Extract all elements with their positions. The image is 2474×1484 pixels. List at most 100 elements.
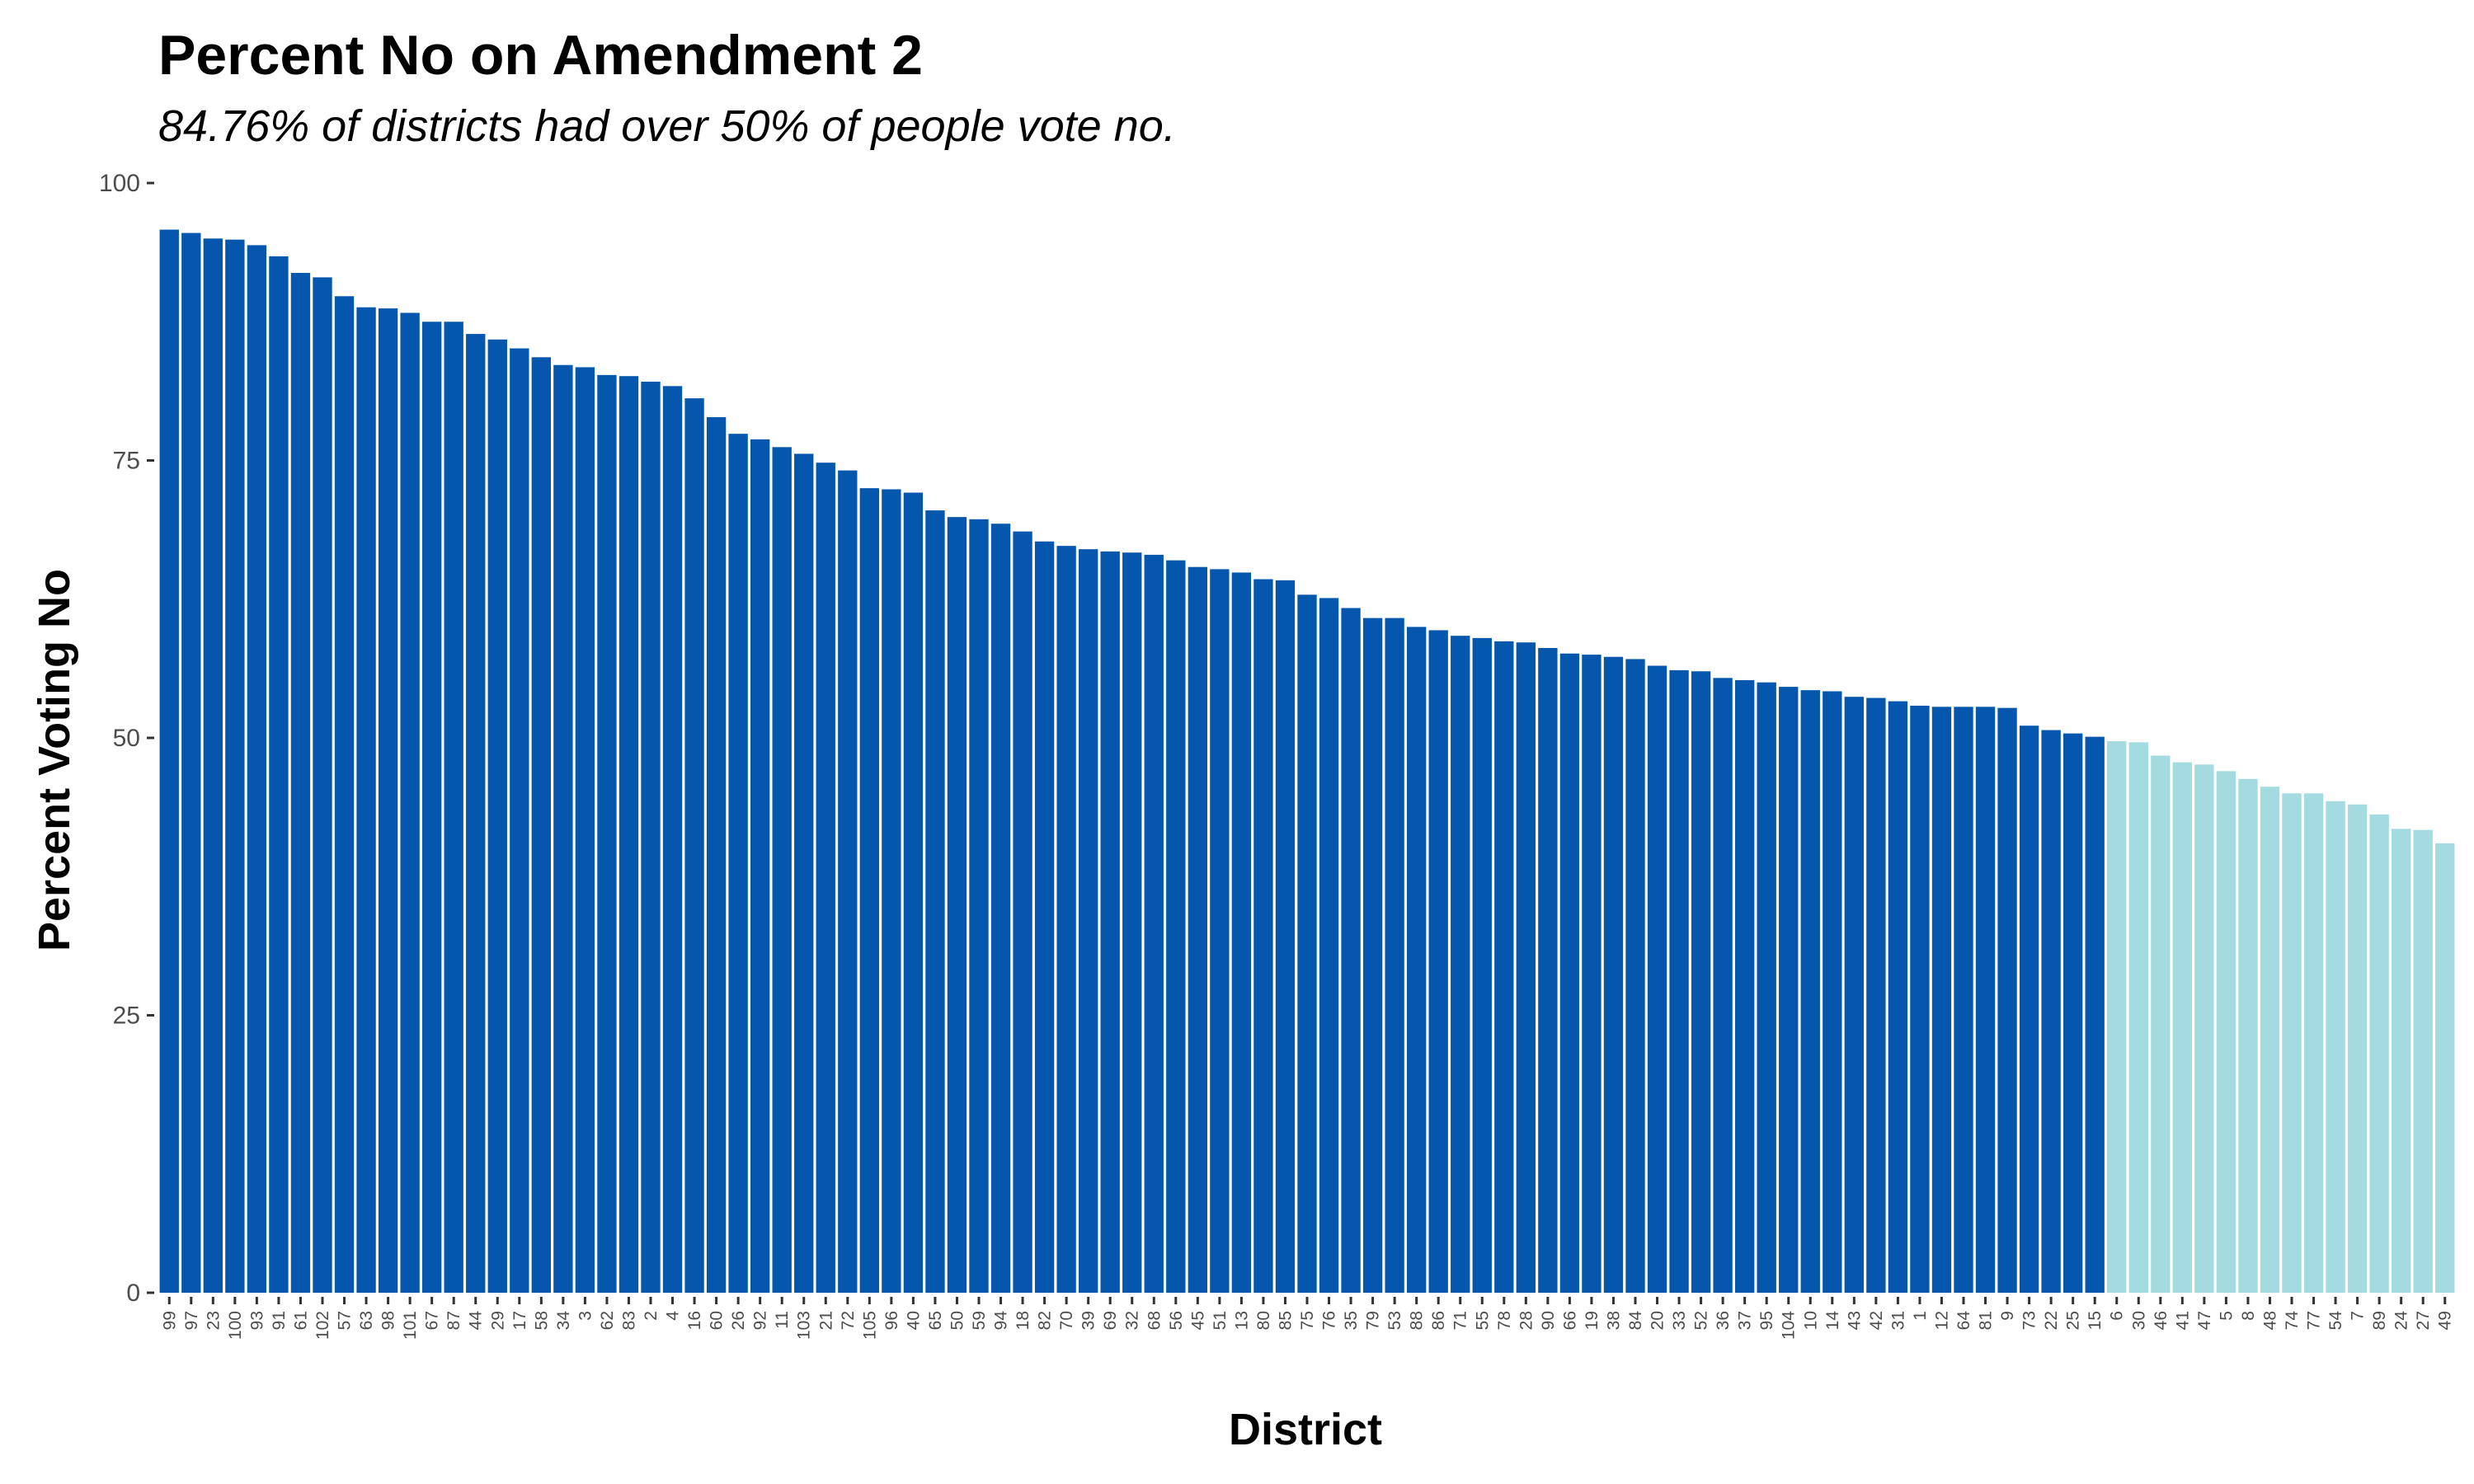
x-tick-label: 2	[642, 1311, 661, 1321]
bar-district-6	[2107, 741, 2127, 1293]
x-tick-label: 88	[1408, 1311, 1427, 1330]
x-tick-label: 43	[1845, 1311, 1864, 1330]
x-tick-label: 7	[2349, 1311, 2368, 1321]
bar-district-76	[1319, 598, 1339, 1293]
bar-district-7	[2347, 804, 2368, 1293]
bar-district-22	[2041, 730, 2061, 1293]
x-tick-label: 39	[1079, 1311, 1098, 1330]
x-tick-label: 65	[926, 1311, 945, 1330]
x-tick-label: 5	[2217, 1311, 2236, 1321]
bar-district-88	[1406, 627, 1427, 1293]
bar-district-47	[2194, 764, 2214, 1293]
bar-district-93	[247, 245, 267, 1294]
x-tick-label: 12	[1932, 1311, 1951, 1330]
bar-district-45	[1188, 566, 1208, 1293]
bar-district-66	[1559, 653, 1580, 1293]
bar-district-43	[1844, 697, 1865, 1293]
x-tick-label: 69	[1101, 1311, 1120, 1330]
bar-district-44	[466, 334, 486, 1293]
x-tick-label: 13	[1232, 1311, 1251, 1330]
bar-district-61	[290, 273, 311, 1293]
x-tick-label: 76	[1320, 1311, 1339, 1330]
x-tick-label: 3	[576, 1311, 595, 1321]
x-axis-title: District	[1229, 1405, 1382, 1454]
x-tick-label: 92	[751, 1311, 770, 1330]
x-tick-label: 58	[532, 1311, 551, 1330]
x-tick-label: 27	[2414, 1311, 2433, 1330]
x-tick-label: 23	[204, 1311, 223, 1330]
bar-district-27	[2413, 829, 2433, 1293]
bar-district-19	[1582, 655, 1602, 1293]
bar-district-52	[1691, 671, 1711, 1293]
bar-district-36	[1713, 678, 1733, 1293]
x-tick-label: 24	[2392, 1311, 2411, 1331]
x-tick-label: 36	[1714, 1311, 1733, 1330]
bar-district-102	[313, 277, 332, 1293]
x-tick-label: 62	[598, 1311, 617, 1330]
bar-district-85	[1275, 580, 1296, 1293]
bar-district-71	[1451, 636, 1470, 1293]
bar-district-68	[1144, 554, 1164, 1293]
x-tick-label: 81	[1977, 1311, 1996, 1330]
x-tick-label: 103	[795, 1311, 814, 1340]
x-tick-label: 95	[1757, 1311, 1776, 1330]
x-tick-label: 30	[2129, 1311, 2148, 1330]
y-axis: 0 25 50 75 100	[99, 170, 154, 1307]
x-tick-label: 57	[336, 1311, 355, 1330]
bar-district-99	[159, 229, 179, 1294]
x-tick-label: 66	[1560, 1311, 1579, 1330]
x-tick-label: 31	[1888, 1311, 1907, 1330]
bar-district-1	[1910, 705, 1930, 1293]
bar-district-30	[2128, 742, 2148, 1293]
x-tick-label: 94	[992, 1311, 1011, 1331]
bar-district-3	[575, 367, 595, 1293]
x-tick-label: 64	[1954, 1311, 1973, 1331]
bar-district-62	[597, 374, 617, 1293]
bar-district-69	[1100, 551, 1120, 1293]
bar-district-35	[1341, 608, 1361, 1293]
x-tick-label: 104	[1780, 1311, 1799, 1340]
bar-district-58	[531, 357, 552, 1293]
x-tick-label: 28	[1517, 1311, 1536, 1330]
x-tick-label: 100	[226, 1311, 245, 1340]
bar-district-92	[750, 439, 770, 1293]
bar-district-84	[1625, 659, 1645, 1293]
bar-district-86	[1428, 630, 1448, 1293]
x-tick-label: 73	[2020, 1311, 2039, 1330]
x-tick-label: 14	[1823, 1311, 1842, 1331]
x-tick-label: 60	[708, 1311, 727, 1330]
x-tick-label: 96	[882, 1311, 901, 1330]
bar-district-91	[269, 256, 289, 1294]
bar-district-104	[1779, 687, 1799, 1293]
bar-district-25	[2062, 733, 2083, 1293]
x-tick-label: 51	[1211, 1311, 1230, 1330]
x-tick-label: 80	[1254, 1311, 1273, 1330]
bar-district-29	[487, 339, 507, 1293]
bar-district-12	[1931, 707, 1952, 1293]
y-tick-label: 100	[99, 170, 140, 197]
bar-district-33	[1669, 669, 1689, 1293]
bar-district-2	[641, 381, 661, 1294]
x-tick-label: 98	[379, 1311, 398, 1330]
x-tick-label: 45	[1188, 1311, 1207, 1330]
x-tick-label: 85	[1276, 1311, 1295, 1330]
bar-district-70	[1056, 546, 1076, 1293]
bar-district-73	[2019, 726, 2039, 1293]
x-tick-label: 1	[1911, 1311, 1930, 1321]
bar-district-34	[553, 364, 573, 1293]
bar-district-72	[838, 470, 858, 1293]
bar-district-39	[1078, 549, 1098, 1293]
x-tick-label: 19	[1583, 1311, 1602, 1330]
bar-district-13	[1231, 572, 1252, 1293]
bar-district-16	[684, 398, 704, 1293]
bar-district-82	[1034, 541, 1055, 1293]
bar-district-95	[1757, 682, 1776, 1293]
x-tick-label: 20	[1649, 1311, 1667, 1330]
x-tick-label: 52	[1692, 1311, 1711, 1330]
bar-district-28	[1516, 642, 1536, 1293]
x-tick-label: 74	[2283, 1311, 2302, 1331]
x-tick-label: 15	[2086, 1311, 2105, 1330]
bar-district-103	[794, 453, 814, 1293]
x-tick-label: 48	[2260, 1311, 2279, 1330]
